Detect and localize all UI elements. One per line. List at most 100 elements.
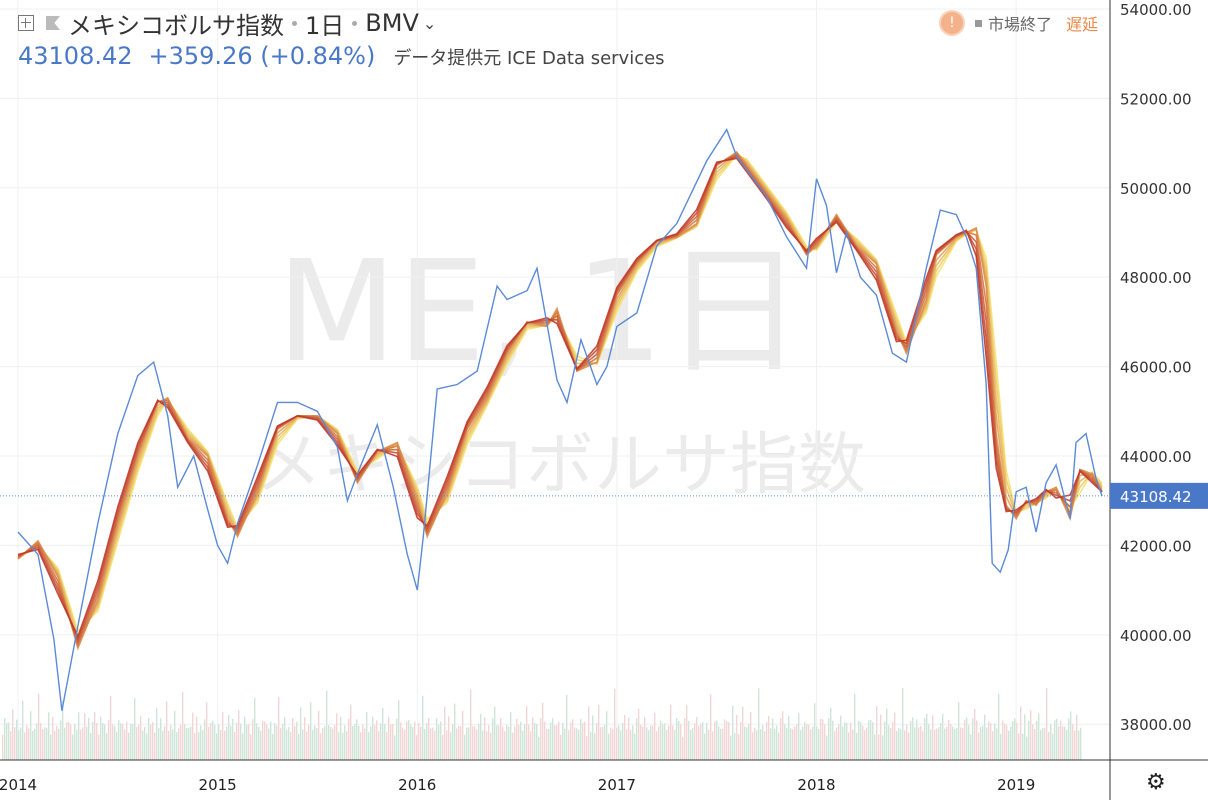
volume-bar <box>836 727 838 760</box>
volume-bar <box>520 721 522 760</box>
volume-bar <box>414 721 416 760</box>
volume-bar <box>824 724 826 760</box>
volume-bar <box>638 708 640 760</box>
volume-bar <box>854 694 856 760</box>
volume-bar <box>694 723 696 760</box>
volume-bar <box>178 728 180 760</box>
volume-bar <box>114 726 116 760</box>
volume-bar <box>920 725 922 760</box>
volume-bar <box>514 726 516 760</box>
volume-bar <box>924 718 926 760</box>
volume-bar <box>164 726 166 760</box>
symbol-name[interactable]: メキシコボルサ指数 <box>68 11 284 40</box>
volume-bar <box>900 729 902 760</box>
y-tick-label: 48000.00 <box>1120 269 1192 287</box>
volume-bar <box>1048 731 1050 760</box>
volume-bar <box>192 712 194 760</box>
volume-bar <box>80 729 82 760</box>
x-tick-label: 2018 <box>797 776 835 794</box>
volume-bar <box>1024 714 1026 760</box>
volume-bar <box>286 729 288 760</box>
volume-bar <box>142 730 144 760</box>
volume-bar <box>570 722 572 760</box>
volume-bar <box>838 724 840 760</box>
volume-bar <box>748 723 750 760</box>
volume-bar <box>500 718 502 760</box>
watermark-line1: ME, 1日 <box>276 231 803 394</box>
chevron-down-icon[interactable]: ⌄ <box>422 13 437 33</box>
volume-bar <box>284 717 286 760</box>
volume-bar <box>12 709 14 760</box>
volume-bar <box>1056 718 1058 760</box>
volume-bar <box>488 725 490 760</box>
volume-bar <box>436 718 438 760</box>
volume-bar <box>358 725 360 760</box>
volume-bar <box>630 730 632 760</box>
volume-bar <box>864 729 866 760</box>
volume-bar <box>508 726 510 760</box>
plus-box-icon[interactable] <box>18 15 34 31</box>
volume-bar <box>712 731 714 760</box>
volume-bar <box>46 727 48 760</box>
volume-bar <box>64 727 66 760</box>
volume-bar <box>860 722 862 760</box>
volume-bar <box>672 725 674 760</box>
volume-bar <box>126 721 128 760</box>
volume-bar <box>806 724 808 760</box>
volume-bar <box>44 727 46 760</box>
volume-bar <box>686 705 688 760</box>
volume-bar <box>706 722 708 760</box>
volume-bar <box>1016 722 1018 760</box>
volume-bar <box>892 722 894 760</box>
volume-bar <box>1064 726 1066 760</box>
volume-bar <box>666 729 668 760</box>
volume-bar <box>408 719 410 760</box>
volume-bar <box>288 727 290 760</box>
volume-bar <box>930 729 932 760</box>
volume-bar <box>618 725 620 760</box>
volume-bar <box>1044 727 1046 760</box>
volume-bar <box>1020 706 1022 760</box>
volume-bar <box>628 717 630 760</box>
volume-bar <box>746 727 748 760</box>
volume-bar <box>110 695 112 760</box>
volume-bar <box>270 721 272 760</box>
volume-bar <box>318 710 320 760</box>
volume-bar <box>858 721 860 760</box>
volume-bar <box>148 718 150 760</box>
volume-bar <box>342 732 344 760</box>
volume-bar <box>866 727 868 760</box>
volume-bar <box>380 723 382 760</box>
volume-bar <box>360 732 362 760</box>
volume-bar <box>272 733 274 760</box>
volume-bar <box>888 725 890 760</box>
volume-bar <box>676 718 678 760</box>
volume-bar <box>632 725 634 760</box>
volume-bar <box>1068 718 1070 760</box>
volume-bar <box>928 724 930 760</box>
volume-bar <box>42 729 44 760</box>
volume-bar <box>292 718 294 760</box>
volume-bar <box>146 733 148 760</box>
volume-bar <box>688 721 690 760</box>
volume-bar <box>794 726 796 760</box>
volume-bar <box>536 724 538 760</box>
volume-bar <box>222 712 224 760</box>
warning-icon[interactable]: ! <box>938 10 965 36</box>
volume-bar <box>262 720 264 760</box>
gear-icon[interactable]: ⚙ <box>1146 770 1166 795</box>
volume-bar <box>732 706 734 760</box>
volume-bar <box>604 724 606 760</box>
volume-bar <box>730 735 732 760</box>
volume-bar <box>768 716 770 760</box>
x-tick-label: 2016 <box>398 776 436 794</box>
interval-label[interactable]: 1日 <box>305 11 345 40</box>
exchange-label[interactable]: BMV <box>365 9 419 37</box>
delay-label[interactable]: 遅延 <box>1065 15 1098 34</box>
volume-bar <box>546 728 548 760</box>
volume-bar <box>792 729 794 760</box>
volume-bar <box>592 715 594 760</box>
volume-bar <box>606 711 608 760</box>
volume-bar <box>448 716 450 760</box>
